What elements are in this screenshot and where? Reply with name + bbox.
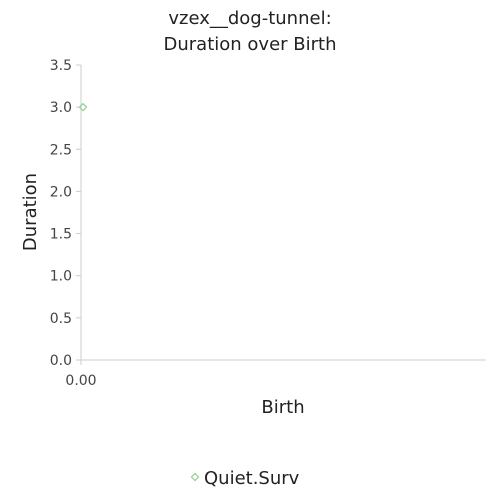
y-tick-label: 3.0 [50, 100, 72, 116]
legend[interactable]: Quiet.Surv [190, 468, 300, 489]
y-tick-label: 1.0 [50, 269, 72, 285]
chart-title-line-2: Duration over Birth [164, 34, 337, 55]
y-axis-label: Duration [20, 173, 41, 251]
legend-label: Quiet.Surv [204, 468, 300, 489]
y-tick-label: 0.0 [50, 353, 72, 369]
chart-title-line-1: vzex__dog-tunnel: [168, 8, 331, 29]
data-point[interactable] [78, 102, 88, 112]
legend-marker-icon [190, 472, 200, 482]
x-tick-label: 0.00 [65, 373, 96, 389]
y-tick-label: 2.0 [50, 184, 72, 200]
y-tick-label: 2.5 [50, 142, 72, 158]
y-tick-label: 3.5 [50, 58, 72, 74]
y-ticks: 0.0 0.5 1.0 1.5 2.0 2.5 3.0 3.5 [50, 58, 81, 369]
x-ticks: 0.00 [65, 360, 97, 389]
x-axis-label: Birth [261, 397, 304, 418]
data-points [78, 102, 88, 112]
y-tick-label: 0.5 [50, 311, 72, 327]
y-tick-label: 1.5 [50, 227, 72, 243]
